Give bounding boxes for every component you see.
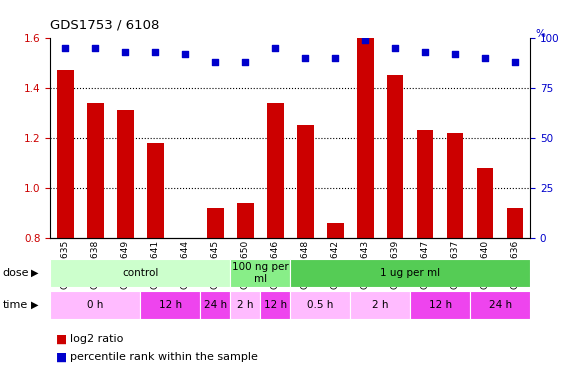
Point (481, 55, 490, 61)
Text: 12 h: 12 h (159, 300, 182, 310)
Bar (140, 291, 200, 319)
Text: %: % (536, 29, 546, 39)
Bar (507, 208, 523, 238)
Bar (267, 103, 283, 238)
Bar (117, 110, 134, 238)
Text: log2 ratio: log2 ratio (70, 334, 123, 344)
Text: 12 h: 12 h (264, 300, 287, 310)
Text: 1 ug per ml: 1 ug per ml (380, 268, 440, 278)
Text: ■: ■ (56, 351, 67, 364)
Bar (260, 291, 291, 319)
Point (151, 48, 160, 54)
Point (241, 58, 250, 64)
Bar (50, 291, 140, 319)
Point (511, 58, 519, 64)
Point (361, 36, 370, 42)
Text: ▶: ▶ (31, 300, 38, 309)
Point (301, 55, 310, 61)
Point (421, 48, 430, 54)
Text: time: time (3, 300, 28, 309)
Text: 100 ng per
ml: 100 ng per ml (232, 262, 289, 284)
Bar (237, 203, 254, 238)
Point (91, 45, 100, 51)
Bar (470, 291, 530, 319)
Text: ▶: ▶ (31, 268, 38, 278)
Text: 0 h: 0 h (88, 300, 104, 310)
Bar (207, 208, 224, 238)
Bar (350, 291, 410, 319)
Bar (147, 143, 164, 238)
Bar (297, 125, 314, 238)
Bar (291, 291, 350, 319)
Bar (327, 223, 343, 238)
Text: dose: dose (3, 268, 29, 278)
Point (331, 55, 340, 61)
Point (391, 45, 400, 51)
Text: 2 h: 2 h (372, 300, 389, 310)
Bar (410, 291, 470, 319)
Text: 0.5 h: 0.5 h (307, 300, 333, 310)
Bar (87, 103, 104, 238)
Text: 12 h: 12 h (429, 300, 452, 310)
Text: GDS1753 / 6108: GDS1753 / 6108 (50, 19, 160, 32)
Bar (57, 70, 73, 238)
Text: 24 h: 24 h (489, 300, 512, 310)
Bar (417, 130, 434, 238)
Text: percentile rank within the sample: percentile rank within the sample (70, 352, 258, 362)
Bar (200, 291, 231, 319)
Bar (477, 168, 494, 238)
Bar (231, 291, 260, 319)
Point (121, 48, 130, 54)
Text: ■: ■ (56, 333, 67, 346)
Bar (50, 259, 231, 287)
Text: control: control (122, 268, 159, 278)
Bar (387, 75, 403, 238)
Text: 24 h: 24 h (204, 300, 227, 310)
Point (61, 45, 70, 51)
Text: 2 h: 2 h (237, 300, 254, 310)
Bar (447, 133, 463, 238)
Point (211, 58, 220, 64)
Bar (231, 259, 291, 287)
Bar (291, 259, 530, 287)
Point (271, 45, 280, 51)
Point (181, 51, 190, 57)
Bar (357, 38, 374, 238)
Point (450, 51, 459, 57)
